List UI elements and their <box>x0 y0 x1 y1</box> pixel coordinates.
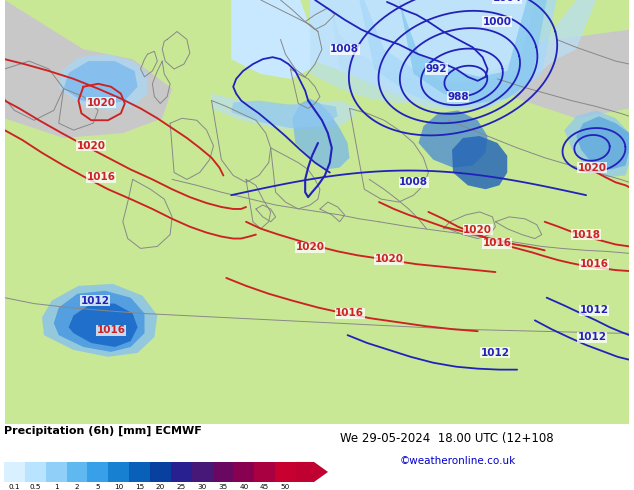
Bar <box>233 462 254 482</box>
Text: 45: 45 <box>260 484 269 490</box>
Polygon shape <box>68 304 138 347</box>
Text: 1020: 1020 <box>578 163 607 172</box>
Polygon shape <box>330 0 596 108</box>
Bar <box>212 462 233 482</box>
Bar <box>129 462 150 482</box>
Polygon shape <box>42 284 157 357</box>
Text: We 29-05-2024  18.00 UTC (12+108: We 29-05-2024 18.00 UTC (12+108 <box>340 432 553 445</box>
Polygon shape <box>564 110 630 177</box>
Text: 2: 2 <box>75 484 79 490</box>
Polygon shape <box>63 61 138 105</box>
Bar <box>254 462 275 482</box>
Text: 10: 10 <box>114 484 124 490</box>
Bar <box>150 462 171 482</box>
Polygon shape <box>59 54 148 110</box>
Polygon shape <box>452 136 507 189</box>
Text: 1018: 1018 <box>572 230 600 240</box>
Text: 0.5: 0.5 <box>30 484 41 490</box>
Bar <box>191 462 212 482</box>
Text: 5: 5 <box>96 484 100 490</box>
Text: 1020: 1020 <box>375 254 403 264</box>
Text: 30: 30 <box>198 484 207 490</box>
Polygon shape <box>292 98 349 170</box>
Bar <box>171 462 191 482</box>
Text: 20: 20 <box>156 484 165 490</box>
Text: 50: 50 <box>281 484 290 490</box>
FancyArrow shape <box>296 462 328 482</box>
Polygon shape <box>399 0 547 103</box>
Text: 1016: 1016 <box>96 325 126 335</box>
Bar <box>25 462 46 482</box>
Bar <box>4 462 25 482</box>
Text: 0.1: 0.1 <box>9 484 20 490</box>
Text: 1016: 1016 <box>335 308 364 318</box>
Polygon shape <box>359 0 557 108</box>
Text: 1020: 1020 <box>463 225 492 235</box>
Text: 1008: 1008 <box>330 44 359 54</box>
Text: 35: 35 <box>218 484 228 490</box>
Text: 1012: 1012 <box>81 295 110 306</box>
Polygon shape <box>54 291 145 352</box>
Bar <box>275 462 296 482</box>
Text: Precipitation (6h) [mm] ECMWF: Precipitation (6h) [mm] ECMWF <box>4 426 202 436</box>
Text: 1016: 1016 <box>579 259 609 269</box>
Bar <box>87 462 108 482</box>
Text: 1: 1 <box>54 484 58 490</box>
Polygon shape <box>418 110 488 168</box>
Polygon shape <box>4 0 630 424</box>
Polygon shape <box>231 0 320 79</box>
Polygon shape <box>488 0 630 118</box>
Text: 988: 988 <box>447 92 469 101</box>
Bar <box>108 462 129 482</box>
Text: 1012: 1012 <box>578 332 607 342</box>
Polygon shape <box>4 0 172 138</box>
Text: 1012: 1012 <box>481 348 510 358</box>
Bar <box>67 462 87 482</box>
Polygon shape <box>231 100 338 128</box>
Text: 992: 992 <box>425 64 447 74</box>
Text: 1004: 1004 <box>493 0 522 3</box>
Text: 25: 25 <box>177 484 186 490</box>
Polygon shape <box>576 116 630 170</box>
Bar <box>46 462 67 482</box>
Text: 1012: 1012 <box>579 305 609 316</box>
Text: 1000: 1000 <box>483 17 512 26</box>
Polygon shape <box>310 0 537 98</box>
Text: 1016: 1016 <box>483 239 512 248</box>
Polygon shape <box>310 0 537 103</box>
Text: 1008: 1008 <box>399 177 428 187</box>
Text: ©weatheronline.co.uk: ©weatheronline.co.uk <box>400 456 516 466</box>
Text: 1020: 1020 <box>295 243 325 252</box>
Text: 15: 15 <box>135 484 144 490</box>
Polygon shape <box>212 94 354 130</box>
Text: 1020: 1020 <box>77 141 106 151</box>
Text: 1020: 1020 <box>87 98 115 107</box>
Text: 40: 40 <box>239 484 249 490</box>
Text: 1016: 1016 <box>87 172 115 182</box>
